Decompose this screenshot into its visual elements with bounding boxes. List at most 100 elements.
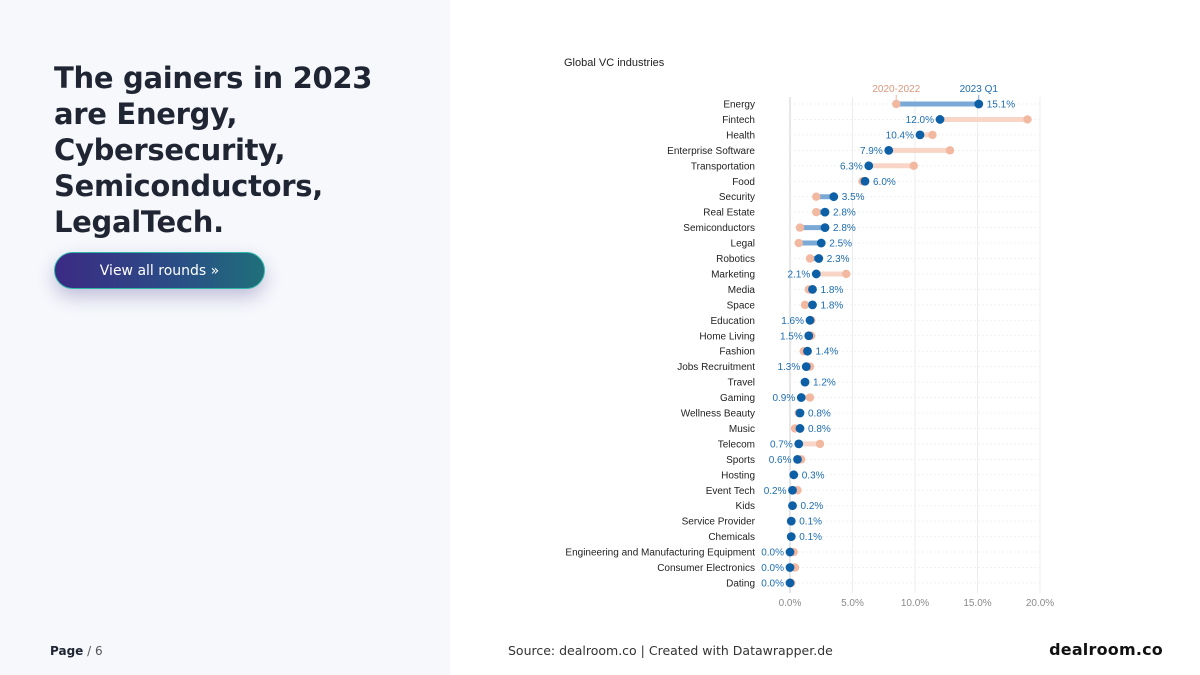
category-label: Transportation [691, 161, 755, 172]
category-label: Education [711, 316, 755, 327]
value-label: 1.8% [821, 300, 844, 311]
dot-2020-2022 [794, 238, 803, 248]
view-all-rounds-button[interactable]: View all rounds » [54, 252, 265, 289]
dot-2023-q1 [915, 130, 925, 140]
category-label: Service Provider [682, 517, 756, 528]
category-label: Sports [726, 455, 755, 466]
value-label: 15.1% [987, 100, 1015, 111]
value-label: 6.3% [840, 161, 863, 172]
page-indicator: Page / 6 [50, 644, 103, 658]
category-label: Consumer Electronics [657, 563, 755, 574]
x-tick-label: 10.0% [901, 598, 929, 609]
dot-2023-q1 [974, 99, 984, 109]
value-label: 0.0% [761, 548, 784, 559]
value-label: 10.4% [886, 130, 914, 141]
category-label: Food [732, 177, 755, 188]
value-label: 0.3% [802, 470, 825, 481]
dot-2023-q1 [800, 377, 810, 387]
dot-2020-2022 [800, 300, 810, 310]
category-label: Marketing [711, 269, 755, 280]
dot-2020-2022 [805, 393, 815, 402]
dot-2023-q1 [814, 254, 824, 263]
category-label: Fintech [722, 115, 755, 126]
dot-2023-q1 [808, 300, 817, 310]
value-label: 0.1% [799, 532, 822, 543]
category-label: Chemicals [708, 532, 755, 543]
dot-2023-q1 [794, 439, 804, 449]
page-separator: / [87, 644, 92, 658]
dot-2023-q1 [805, 315, 815, 325]
value-label: 12.0% [906, 115, 934, 126]
value-label: 1.3% [777, 362, 800, 373]
page-total: 6 [95, 644, 103, 658]
value-label: 1.4% [816, 347, 839, 358]
category-label: Health [726, 130, 755, 141]
dot-2023-q1 [808, 285, 817, 294]
value-label: 0.9% [772, 393, 795, 404]
category-label: Real Estate [703, 208, 755, 219]
value-label: 1.5% [780, 331, 803, 342]
category-label: Robotics [716, 254, 755, 265]
value-label: 0.0% [761, 578, 784, 589]
dot-2020-2022 [812, 207, 821, 217]
dot-2023-q1 [829, 192, 839, 202]
value-label: 2.8% [833, 208, 856, 219]
dot-2020-2022 [805, 254, 815, 263]
category-label: Wellness Beauty [681, 409, 755, 420]
dot-2023-q1 [803, 346, 812, 356]
dot-2023-q1 [820, 207, 830, 217]
source-note: Source: dealroom.co | Created with Dataw… [508, 643, 833, 658]
dot-2020-2022 [1023, 115, 1032, 124]
value-label: 2.8% [833, 223, 856, 234]
category-label: Jobs Recruitment [677, 362, 755, 373]
category-label: Energy [723, 100, 755, 111]
x-tick-label: 0.0% [779, 598, 802, 609]
x-tick-label: 20.0% [1026, 598, 1054, 609]
dot-2023-q1 [786, 532, 796, 541]
dot-2023-q1 [786, 516, 796, 526]
x-tick-label: 15.0% [963, 598, 991, 609]
dot-2023-q1 [795, 424, 805, 433]
value-label: 0.8% [808, 409, 831, 420]
series-label-2023-q1: 2023 Q1 [960, 84, 999, 95]
vc-industries-chart: Global VC industries 0.0% 5.0% 10.0% 15.0% 20… [564, 57, 1054, 609]
dot-2023-q1 [820, 223, 830, 233]
value-label: 6.0% [873, 177, 896, 188]
series-label-2020-2022: 2020-2022 [872, 84, 920, 95]
value-label: 0.7% [770, 439, 793, 450]
x-tick-label: 5.0% [841, 598, 864, 609]
dot-2023-q1 [785, 578, 795, 588]
dot-2023-q1 [793, 454, 802, 464]
dot-2020-2022 [795, 223, 805, 232]
category-label: Gaming [720, 393, 755, 404]
dot-2023-q1 [804, 331, 814, 341]
category-label: Engineering and Manufacturing Equipment [565, 548, 755, 559]
value-label: 0.0% [761, 563, 784, 574]
dot-2020-2022 [842, 269, 851, 279]
dot-2020-2022 [909, 161, 918, 170]
dot-2023-q1 [816, 238, 826, 248]
category-label: Music [729, 424, 755, 435]
page-label: Page [50, 644, 84, 658]
value-label: 1.8% [821, 285, 844, 296]
dot-2023-q1 [788, 501, 797, 511]
category-label: Security [719, 192, 755, 203]
value-label: 0.6% [769, 455, 792, 466]
value-label: 1.6% [781, 316, 804, 327]
category-label: Event Tech [706, 486, 755, 497]
category-label: Travel [728, 378, 755, 389]
category-label: Fashion [719, 347, 755, 358]
value-label: 0.1% [799, 517, 822, 528]
value-label: 3.5% [842, 192, 865, 203]
dot-2023-q1 [935, 115, 945, 124]
dot-2023-q1 [884, 145, 894, 155]
dot-2020-2022 [815, 439, 825, 449]
category-label: Dating [726, 578, 755, 589]
category-label: Home Living [699, 331, 755, 342]
category-label: Semiconductors [683, 223, 755, 234]
dot-2020-2022 [892, 99, 901, 109]
category-label: Media [728, 285, 756, 296]
dot-2023-q1 [788, 485, 797, 495]
left-panel [0, 0, 450, 675]
dot-2020-2022 [928, 130, 937, 140]
